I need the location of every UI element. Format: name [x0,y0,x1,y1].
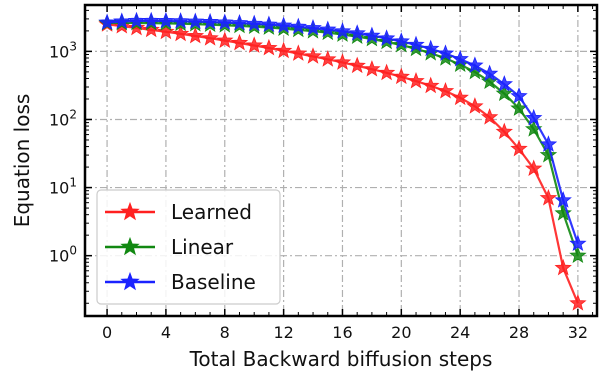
data-point-baseline [319,20,337,38]
data-point-baseline [289,17,307,35]
data-point-learned [319,50,337,67]
data-point-baseline [98,13,116,30]
data-point-learned [466,97,484,114]
data-point-baseline [348,24,366,41]
data-point-baseline [201,12,219,30]
data-point-baseline [525,108,543,126]
x-tick-label: 24 [450,323,470,342]
legend-label-linear: Linear [171,235,234,259]
data-point-learned [539,188,558,206]
x-axis-label: Total Backward biffusion steps [189,347,493,371]
data-point-baseline [245,14,263,32]
data-point-linear [539,145,558,163]
plot-frame [83,3,599,318]
data-point-baseline [436,44,455,61]
x-tick-label: 4 [161,323,171,342]
data-point-learned [171,24,190,42]
data-point-learned [289,44,307,61]
data-point-learned [157,22,175,40]
data-point-linear [569,246,587,264]
data-point-learned [260,38,278,56]
data-point-baseline [451,49,469,67]
data-point-learned [230,33,249,51]
y-tick-label: 102 [49,107,77,129]
y-tick-label: 103 [49,39,77,61]
data-point-baseline [569,234,587,252]
x-tick-label: 32 [568,323,588,342]
legend-marker-linear [120,236,140,256]
x-tick-label: 28 [509,323,529,342]
data-point-baseline [539,135,558,152]
data-point-baseline [407,35,425,53]
data-point-baseline [274,16,293,34]
data-point-baseline [186,12,205,30]
legend-label-baseline: Baseline [171,270,256,294]
data-point-learned [525,159,543,177]
data-point-baseline [510,87,528,104]
data-point-learned [510,139,528,157]
data-point-baseline [113,12,131,29]
x-tick-label: 16 [332,323,352,342]
data-point-baseline [377,29,396,46]
data-point-learned [363,60,381,77]
data-point-linear [554,204,572,221]
data-point-learned [480,108,499,125]
data-point-learned [142,20,160,38]
data-point-baseline [216,13,234,30]
data-point-learned [348,56,366,74]
data-point-learned [274,41,293,59]
data-point-baseline [392,32,410,49]
x-tick-label: 20 [391,323,411,342]
series-layer [98,11,587,311]
data-point-learned [554,258,572,276]
data-point-baseline [422,39,440,57]
data-point-learned [451,88,469,106]
y-tick-label: 100 [49,244,77,266]
y-axis-label: Equation loss [10,94,34,228]
data-point-learned [245,36,263,53]
data-point-baseline [466,56,484,73]
data-point-baseline [260,15,278,33]
data-point-learned [333,53,352,70]
data-point-learned [436,81,455,99]
data-point-baseline [363,26,381,44]
data-point-baseline [157,11,175,29]
data-point-learned [127,18,146,36]
data-point-learned [407,71,425,89]
data-point-learned [201,29,219,46]
x-tick-label: 12 [273,323,293,342]
data-point-learned [304,47,322,64]
legend-marker-baseline [120,271,140,291]
data-point-learned [495,122,513,140]
data-point-learned [392,67,410,85]
data-point-baseline [480,64,499,82]
y-tick-label: 101 [49,176,77,198]
data-point-baseline [304,18,322,36]
data-point-baseline [495,75,513,92]
data-point-learned [422,76,440,94]
data-point-baseline [171,12,190,29]
legend-marker-learned [120,201,140,221]
legend-box [96,189,281,305]
data-point-baseline [142,11,160,29]
grid-lines [85,5,597,316]
x-tick-label: 0 [102,323,112,342]
legend: Learned Linear Baseline [96,189,281,305]
data-point-learned [377,63,396,81]
data-point-learned [186,26,205,44]
data-point-baseline [230,13,249,31]
data-point-linear [495,84,513,102]
legend-label-learned: Learned [171,200,252,224]
data-point-baseline [333,22,352,39]
data-point-baseline [554,191,572,208]
data-point-learned [216,31,234,49]
data-point-baseline [127,11,146,29]
data-point-learned [569,294,587,311]
axis-ticks: 0 4 8 12 16 20 24 28 32 100 101 102 103 [49,5,597,342]
x-tick-label: 8 [220,323,230,342]
